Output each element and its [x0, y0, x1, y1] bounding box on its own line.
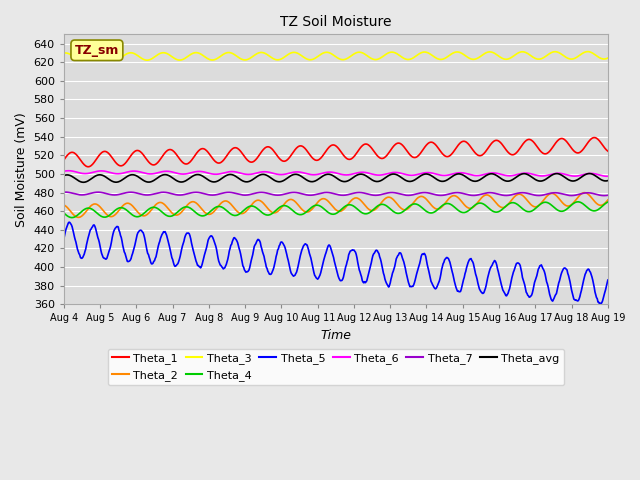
- Theta_avg: [60, 173, 68, 179]
- Theta_7: [60, 189, 68, 195]
- Line: Theta_6: Theta_6: [64, 171, 608, 176]
- Theta_4: [68, 215, 76, 220]
- Theta_1: [435, 145, 442, 151]
- Theta_6: [180, 171, 188, 177]
- Theta_1: [604, 148, 612, 154]
- Theta_2: [204, 211, 211, 217]
- Line: Theta_4: Theta_4: [64, 202, 608, 217]
- Theta_7: [180, 192, 188, 197]
- Theta_1: [204, 149, 211, 155]
- Theta_6: [555, 170, 563, 176]
- Theta_1: [381, 155, 388, 160]
- Theta_5: [596, 301, 604, 307]
- Theta_5: [204, 240, 211, 246]
- Theta_avg: [586, 171, 593, 177]
- Theta_4: [555, 208, 563, 214]
- Theta_6: [381, 171, 388, 177]
- Theta_3: [78, 58, 86, 63]
- Theta_2: [604, 197, 612, 203]
- Theta_2: [555, 195, 563, 201]
- Theta_7: [328, 190, 336, 196]
- Title: TZ Soil Moisture: TZ Soil Moisture: [280, 15, 392, 29]
- X-axis label: Time: Time: [321, 329, 351, 342]
- Theta_1: [328, 142, 336, 148]
- Theta_avg: [555, 171, 563, 177]
- Theta_6: [204, 170, 211, 176]
- Theta_2: [60, 202, 68, 208]
- Theta_5: [381, 276, 388, 282]
- Theta_3: [180, 56, 188, 62]
- Line: Theta_5: Theta_5: [64, 222, 608, 304]
- Theta_2: [381, 196, 388, 202]
- Theta_1: [180, 160, 188, 166]
- Theta_4: [573, 199, 581, 204]
- Theta_6: [435, 172, 442, 178]
- Theta_2: [328, 203, 336, 209]
- Theta_3: [584, 49, 591, 55]
- Theta_7: [600, 193, 608, 199]
- Theta_avg: [180, 179, 188, 184]
- Line: Theta_3: Theta_3: [64, 52, 608, 60]
- Theta_avg: [381, 175, 388, 181]
- Theta_7: [204, 192, 211, 197]
- Theta_4: [435, 206, 442, 212]
- Theta_3: [555, 50, 563, 56]
- Theta_6: [65, 168, 72, 174]
- Theta_5: [180, 238, 188, 244]
- Line: Theta_7: Theta_7: [64, 192, 608, 196]
- Theta_avg: [604, 178, 612, 183]
- Theta_4: [180, 204, 188, 210]
- Theta_6: [60, 168, 68, 174]
- Theta_3: [328, 51, 336, 57]
- Theta_4: [60, 210, 68, 216]
- Theta_1: [60, 157, 68, 163]
- Line: Theta_avg: Theta_avg: [64, 174, 608, 182]
- Theta_6: [604, 173, 612, 179]
- Theta_5: [555, 280, 563, 286]
- Theta_7: [555, 190, 563, 196]
- Theta_7: [381, 191, 388, 196]
- Theta_2: [435, 206, 442, 212]
- Line: Theta_2: Theta_2: [64, 192, 608, 217]
- Theta_4: [381, 202, 388, 208]
- Theta_5: [328, 249, 336, 255]
- Theta_avg: [435, 178, 442, 183]
- Theta_1: [84, 164, 92, 169]
- Theta_4: [328, 211, 336, 217]
- Theta_7: [61, 189, 69, 195]
- Theta_6: [604, 173, 611, 179]
- Theta_4: [204, 211, 211, 217]
- Theta_5: [60, 236, 68, 242]
- Theta_7: [435, 192, 442, 198]
- Theta_5: [604, 277, 612, 283]
- Text: TZ_sm: TZ_sm: [75, 44, 119, 57]
- Y-axis label: Soil Moisture (mV): Soil Moisture (mV): [15, 112, 28, 227]
- Theta_6: [328, 169, 336, 175]
- Theta_4: [604, 199, 612, 205]
- Theta_3: [381, 52, 388, 58]
- Theta_avg: [79, 180, 87, 185]
- Line: Theta_1: Theta_1: [64, 138, 608, 167]
- Theta_1: [590, 135, 598, 141]
- Theta_2: [580, 190, 588, 195]
- Theta_2: [74, 215, 82, 220]
- Theta_3: [60, 50, 68, 56]
- Theta_3: [204, 56, 211, 61]
- Theta_5: [65, 219, 73, 225]
- Theta_1: [555, 137, 563, 143]
- Theta_2: [180, 206, 188, 212]
- Theta_3: [604, 55, 612, 61]
- Theta_avg: [204, 177, 211, 182]
- Theta_5: [435, 280, 442, 286]
- Legend: Theta_1, Theta_2, Theta_3, Theta_4, Theta_5, Theta_6, Theta_7, Theta_avg: Theta_1, Theta_2, Theta_3, Theta_4, Thet…: [108, 349, 564, 385]
- Theta_3: [435, 56, 442, 62]
- Theta_7: [604, 192, 612, 198]
- Theta_avg: [328, 172, 336, 178]
